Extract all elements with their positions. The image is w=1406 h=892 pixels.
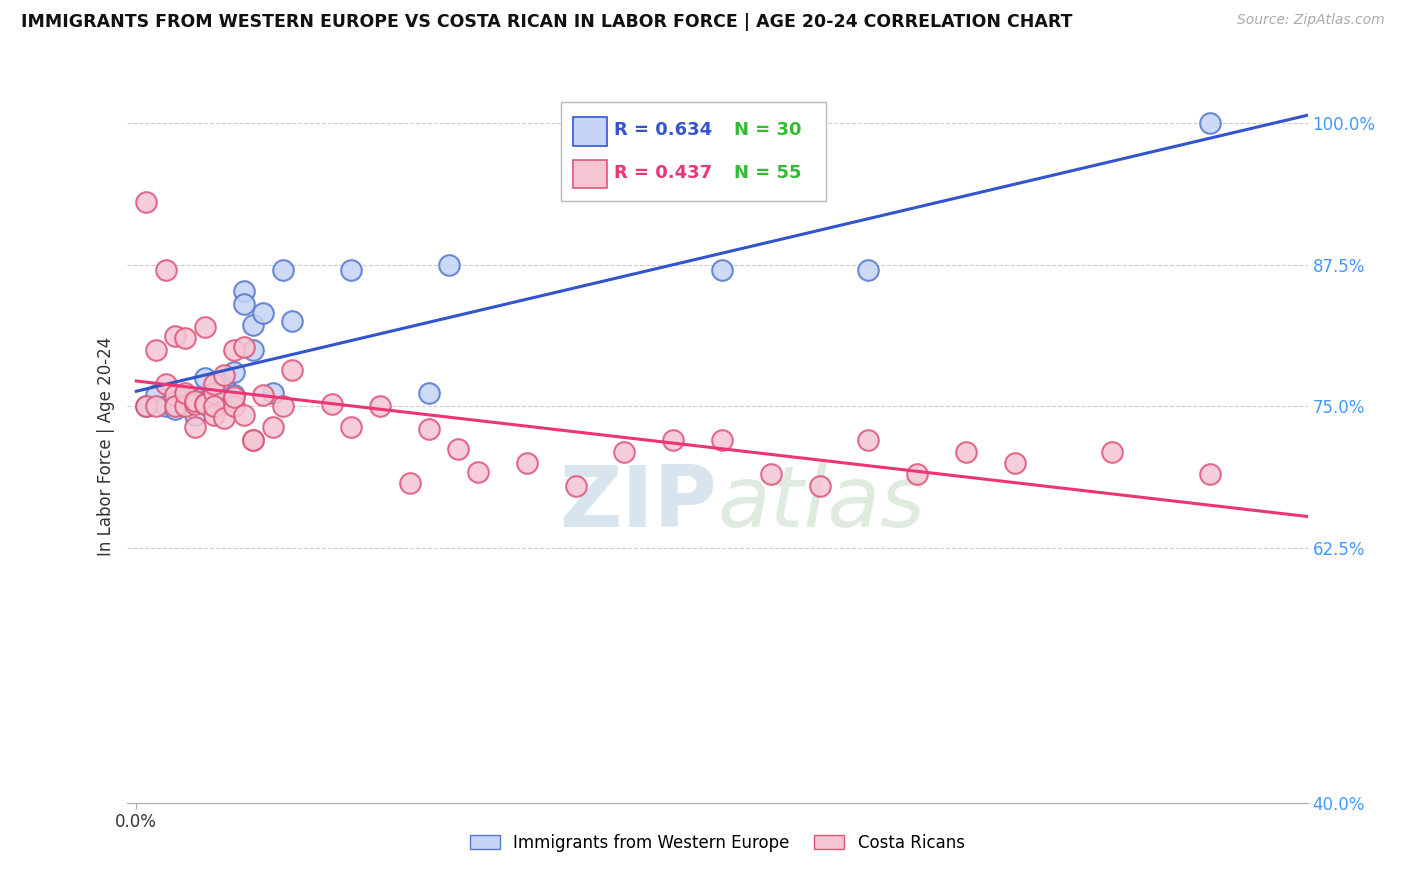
Point [271, 400, 294, 414]
Point [202, 400, 225, 414]
Point [613, 444, 636, 458]
Point [858, 434, 880, 448]
Point [232, 297, 254, 311]
Text: atlas: atlas [717, 461, 925, 545]
Point [135, 195, 157, 210]
Point [662, 434, 685, 448]
Point [905, 467, 928, 482]
Point [710, 263, 733, 277]
Point [165, 329, 187, 343]
Point [174, 390, 197, 404]
Point [340, 263, 363, 277]
Point [194, 388, 217, 402]
Point [262, 419, 284, 434]
Text: ZIP: ZIP [560, 461, 717, 545]
Point [174, 331, 197, 345]
Point [418, 422, 440, 436]
Point [212, 376, 235, 391]
Point [155, 376, 177, 391]
Point [212, 368, 235, 382]
Point [174, 400, 197, 414]
Point [232, 409, 254, 423]
Point [340, 419, 363, 434]
Point [467, 465, 489, 479]
Point [564, 478, 586, 492]
Point [1101, 444, 1123, 458]
Point [184, 397, 207, 411]
Point [1199, 467, 1222, 482]
Point [242, 343, 264, 357]
Point [262, 385, 284, 400]
Point [447, 442, 470, 457]
Point [184, 393, 207, 408]
Point [202, 400, 225, 414]
Point [222, 343, 245, 357]
Point [155, 400, 177, 414]
Point [135, 400, 157, 414]
Point [174, 397, 197, 411]
Point [418, 385, 440, 400]
Point [710, 434, 733, 448]
Point [212, 410, 235, 425]
Point [194, 320, 217, 334]
Point [759, 467, 782, 482]
Point [321, 397, 343, 411]
Point [184, 419, 207, 434]
Point [516, 456, 538, 470]
Point [808, 478, 831, 492]
Point [165, 401, 187, 416]
Point [194, 393, 217, 408]
Point [222, 390, 245, 404]
Point [955, 444, 977, 458]
Point [222, 400, 245, 414]
Point [437, 258, 460, 272]
Text: R = 0.437: R = 0.437 [614, 164, 713, 182]
Point [252, 388, 274, 402]
Point [202, 385, 225, 400]
Y-axis label: In Labor Force | Age 20-24: In Labor Force | Age 20-24 [97, 336, 115, 556]
Point [174, 385, 197, 400]
Text: R = 0.634: R = 0.634 [614, 121, 713, 139]
Point [145, 343, 167, 357]
Point [252, 306, 274, 320]
Point [232, 284, 254, 298]
Point [271, 263, 294, 277]
Point [202, 376, 225, 391]
Point [242, 318, 264, 332]
Point [232, 341, 254, 355]
Point [135, 400, 157, 414]
Point [222, 365, 245, 379]
Point [165, 388, 187, 402]
Point [194, 371, 217, 385]
Text: N = 55: N = 55 [734, 164, 801, 182]
Point [184, 409, 207, 423]
Legend: Immigrants from Western Europe, Costa Ricans: Immigrants from Western Europe, Costa Ri… [463, 828, 972, 859]
Point [145, 400, 167, 414]
Point [202, 409, 225, 423]
Point [281, 363, 304, 377]
Point [242, 434, 264, 448]
Point [155, 263, 177, 277]
Point [281, 314, 304, 328]
Point [1004, 456, 1026, 470]
Point [242, 434, 264, 448]
Text: IMMIGRANTS FROM WESTERN EUROPE VS COSTA RICAN IN LABOR FORCE | AGE 20-24 CORRELA: IMMIGRANTS FROM WESTERN EUROPE VS COSTA … [21, 13, 1073, 31]
Point [1199, 116, 1222, 130]
Point [194, 397, 217, 411]
Point [165, 400, 187, 414]
Point [398, 476, 420, 491]
Point [184, 392, 207, 406]
Text: N = 30: N = 30 [734, 121, 801, 139]
Point [222, 388, 245, 402]
Point [194, 397, 217, 411]
Text: Source: ZipAtlas.com: Source: ZipAtlas.com [1237, 13, 1385, 28]
Point [202, 385, 225, 400]
Point [368, 400, 391, 414]
Point [858, 263, 880, 277]
Point [145, 388, 167, 402]
